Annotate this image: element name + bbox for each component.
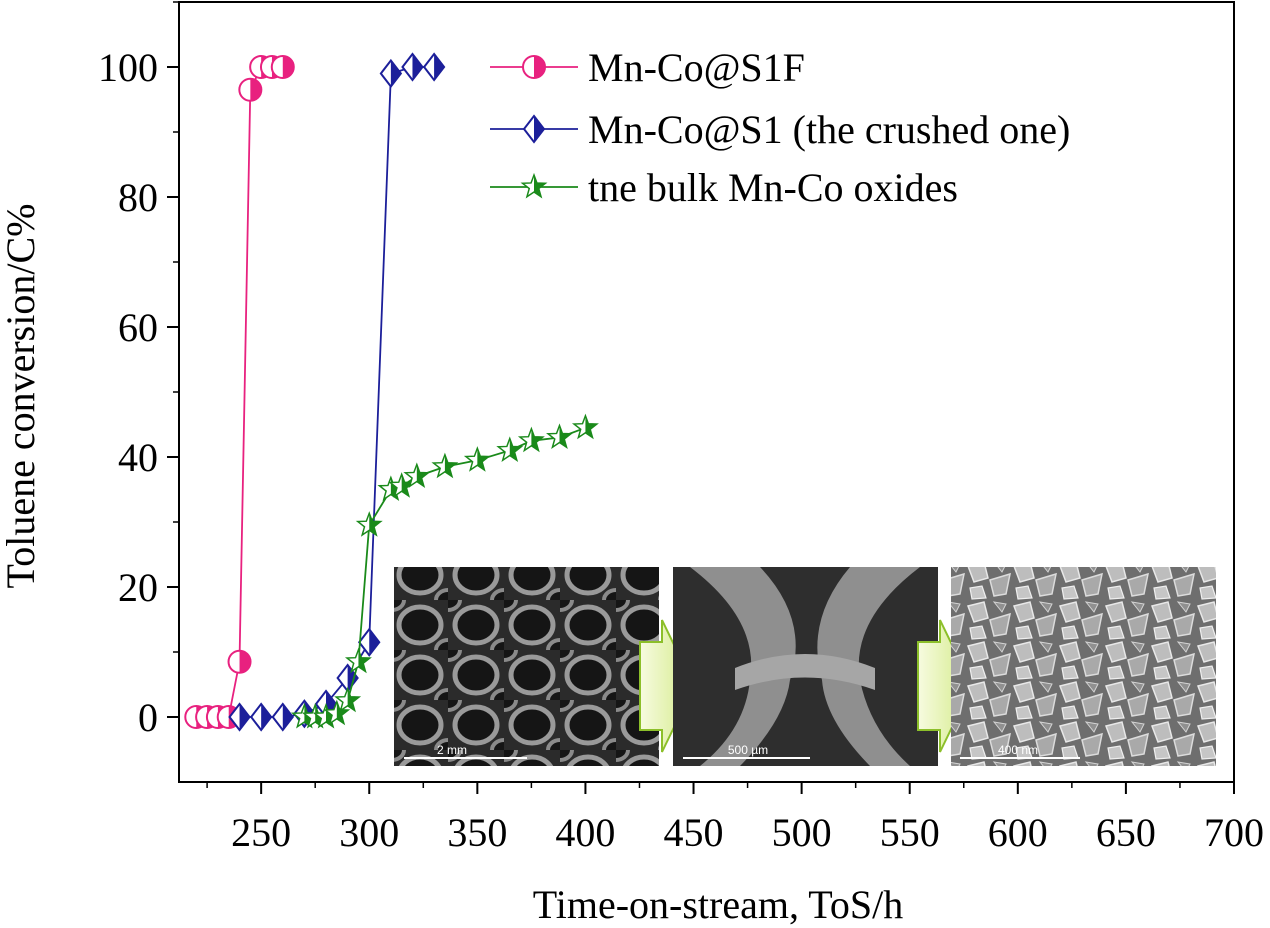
data-point <box>379 58 403 89</box>
data-point <box>431 452 459 479</box>
x-tick-label: 350 <box>447 810 507 855</box>
data-point <box>228 702 251 732</box>
scale-bar-2-label: 500 µm <box>728 743 768 757</box>
legend-label: Mn-Co@S1F <box>588 45 805 90</box>
y-tick-label: 100 <box>98 45 158 90</box>
legend-label: Mn-Co@S1 (the crushed one) <box>588 107 1070 152</box>
scale-bar-1-label: 2 mm <box>437 743 467 757</box>
sem-image-foam: 2 mm <box>394 567 659 766</box>
y-tick-label: 80 <box>118 175 158 220</box>
scale-bar-3-label: 400 nm <box>998 743 1038 757</box>
y-axis-label: Toluene conversion/C% <box>0 204 43 589</box>
data-point <box>422 52 446 82</box>
data-point <box>463 446 491 472</box>
x-tick-label: 650 <box>1096 810 1156 855</box>
data-point <box>357 627 381 657</box>
data-point <box>571 413 599 440</box>
data-point <box>355 511 383 537</box>
data-point <box>270 55 295 79</box>
data-point <box>546 423 573 449</box>
series-layer <box>184 52 599 732</box>
data-point <box>401 52 424 82</box>
y-axis-ticks: 0 20 40 60 80 100 <box>98 1 179 740</box>
sem-image-strut: 500 µm <box>673 567 938 766</box>
sem-image-nanosheets: 400 nm <box>951 567 1216 766</box>
data-point <box>522 114 546 144</box>
x-tick-label: 300 <box>339 810 399 855</box>
data-point <box>334 686 362 713</box>
series-line <box>196 66 283 718</box>
data-point <box>238 77 263 102</box>
data-point <box>522 55 546 79</box>
data-point <box>271 702 295 732</box>
x-tick-label: 250 <box>231 810 291 855</box>
x-tick-label: 600 <box>988 810 1048 855</box>
series <box>228 52 446 732</box>
x-axis-label: Time-on-stream, ToS/h <box>533 882 904 927</box>
y-tick-label: 20 <box>118 565 158 610</box>
x-tick-label: 400 <box>555 810 615 855</box>
data-point <box>344 647 372 674</box>
legend: Mn-Co@S1F Mn-Co@S1 (the crushed one) tne b… <box>490 45 1070 210</box>
x-tick-label: 450 <box>664 810 724 855</box>
data-point <box>403 462 431 488</box>
data-point <box>323 699 351 726</box>
y-tick-label: 40 <box>118 435 158 480</box>
y-tick-label: 60 <box>118 305 158 350</box>
data-point <box>520 172 548 199</box>
legend-item: tne bulk Mn-Co oxides <box>490 165 958 210</box>
data-point <box>227 649 252 674</box>
legend-item: Mn-Co@S1F <box>490 45 805 90</box>
legend-label: tne bulk Mn-Co oxides <box>588 165 958 210</box>
x-tick-label: 550 <box>880 810 940 855</box>
x-axis-ticks: 250 300 350 400 450 500 550 600 650 700 <box>206 782 1264 855</box>
series <box>290 413 599 729</box>
data-point <box>496 436 524 462</box>
x-tick-label: 700 <box>1204 810 1264 855</box>
series <box>184 55 295 729</box>
data-point <box>249 702 273 732</box>
legend-item: Mn-Co@S1 (the crushed one) <box>490 107 1070 152</box>
sem-inset-group: 2 mm 500 µm 400 nm <box>394 567 1216 766</box>
data-point <box>517 426 545 453</box>
x-tick-label: 500 <box>772 810 832 855</box>
y-tick-label: 0 <box>138 695 158 740</box>
